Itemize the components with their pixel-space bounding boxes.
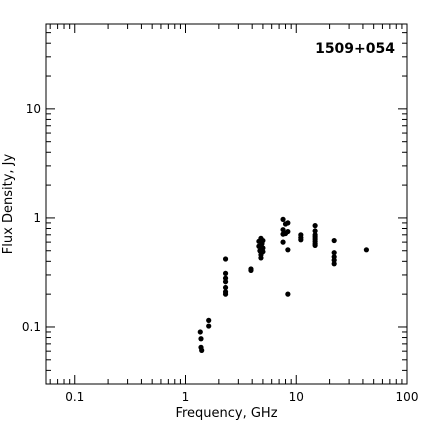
data-point xyxy=(280,227,286,233)
data-points xyxy=(197,216,370,353)
data-point xyxy=(206,317,212,323)
data-point xyxy=(331,261,337,267)
data-point xyxy=(206,323,212,329)
x-minor-ticks xyxy=(49,24,403,384)
data-point xyxy=(222,291,229,297)
data-point xyxy=(285,228,291,235)
chart-title: 1509+054 xyxy=(315,41,395,57)
x-tick-label: 10 xyxy=(289,390,304,404)
plot-frame xyxy=(45,23,408,385)
data-point xyxy=(312,242,318,248)
data-point xyxy=(197,329,203,335)
data-point xyxy=(199,347,205,353)
data-point xyxy=(285,220,291,226)
data-point xyxy=(312,228,318,234)
data-point xyxy=(258,255,264,261)
data-point xyxy=(260,237,266,244)
data-point xyxy=(222,284,229,291)
x-tick-label: 0.1 xyxy=(65,390,84,404)
data-point xyxy=(198,336,204,342)
data-point xyxy=(285,291,291,297)
y-tick-label: 10 xyxy=(26,102,41,116)
data-point xyxy=(222,256,229,262)
y-tick-labels: 0.1 1 10 xyxy=(22,102,41,334)
data-point xyxy=(280,216,286,222)
data-point xyxy=(222,270,229,276)
x-axis-title: Frequency, GHz xyxy=(175,406,277,421)
data-point xyxy=(260,249,266,255)
y-axis-title: Flux Density, Jy xyxy=(1,154,16,255)
x-tick-label: 1 xyxy=(182,390,190,404)
data-point xyxy=(298,237,304,243)
data-point xyxy=(280,239,286,245)
data-point xyxy=(248,267,254,274)
y-major-ticks xyxy=(46,108,407,328)
data-point xyxy=(260,245,266,251)
y-minor-ticks xyxy=(46,32,407,371)
data-point xyxy=(331,237,337,244)
data-point xyxy=(312,223,318,229)
data-point xyxy=(285,247,291,253)
data-point xyxy=(331,257,337,263)
data-point xyxy=(363,247,370,253)
x-tick-labels: 0.1 1 10 100 xyxy=(65,390,418,404)
data-point xyxy=(222,279,229,285)
data-point xyxy=(331,250,337,256)
x-major-ticks xyxy=(74,24,297,384)
y-tick-label: 1 xyxy=(33,211,41,225)
x-tick-label: 100 xyxy=(396,390,419,404)
y-tick-label: 0.1 xyxy=(22,320,41,334)
